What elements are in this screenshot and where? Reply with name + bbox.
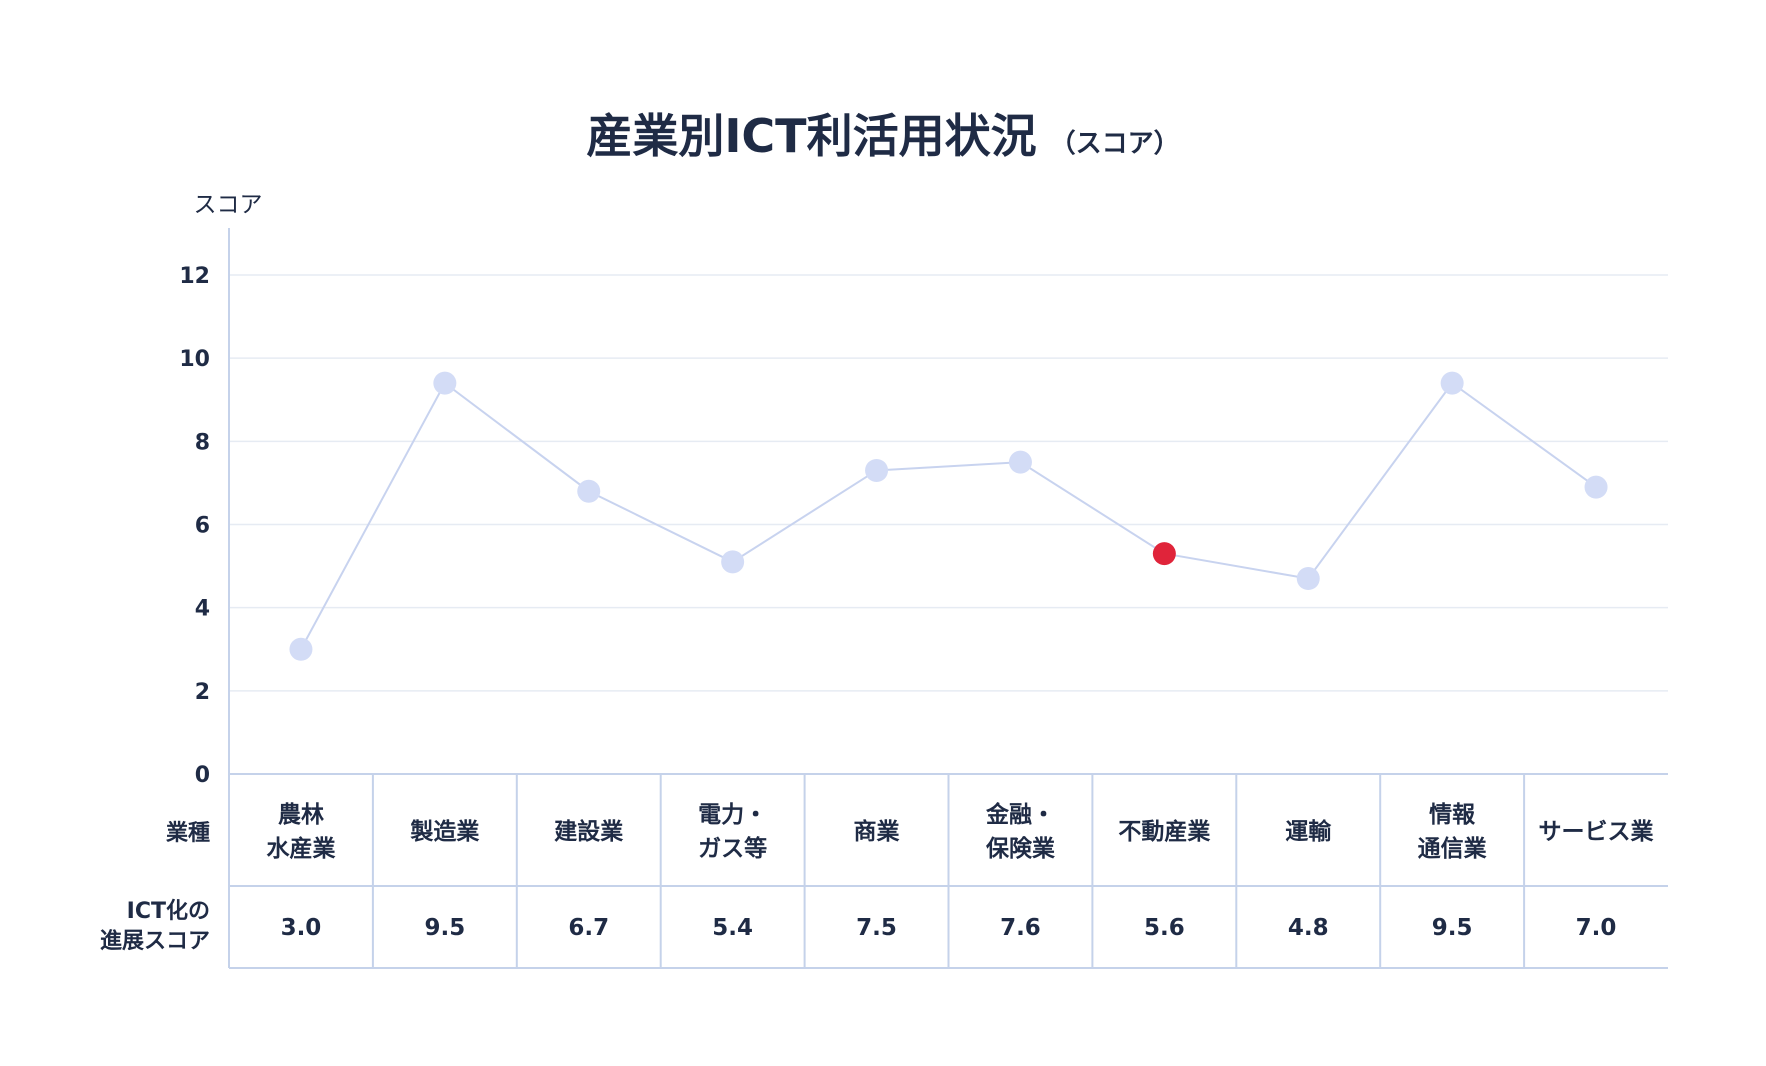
value-label: 7.6 <box>1000 915 1041 941</box>
y-tick-label: 10 <box>179 347 210 372</box>
category-label: 通信業 <box>1418 835 1488 862</box>
y-axis-ticks: 0 2 4 6 8 10 12 <box>179 264 210 788</box>
category-label: 商業 <box>854 818 901 845</box>
category-label-highlight: 不動産業 <box>1118 818 1211 845</box>
data-point <box>721 550 745 574</box>
value-label-highlight: 5.6 <box>1144 915 1185 941</box>
category-label: 運輸 <box>1285 818 1332 845</box>
value-row: 3.0 9.5 6.7 5.4 7.5 7.6 5.6 4.8 9.5 7.0 <box>281 915 1617 941</box>
y-tick-label: 4 <box>195 597 210 622</box>
series-line <box>300 381 1597 650</box>
series-line-group <box>300 381 1597 650</box>
value-label: 7.0 <box>1576 915 1617 941</box>
category-label: 金融・ <box>985 801 1055 828</box>
value-label: 7.5 <box>856 915 897 941</box>
data-point <box>289 637 313 661</box>
data-points <box>289 371 1608 661</box>
chart-title: 産業別ICT利活用状況 （スコア） <box>586 109 1179 163</box>
category-label: サービス業 <box>1539 818 1655 845</box>
y-axis-label: スコア <box>194 192 263 218</box>
data-point <box>1584 475 1608 499</box>
data-point <box>433 371 457 395</box>
value-label: 9.5 <box>424 915 465 941</box>
data-point <box>577 479 601 503</box>
category-label: 保険業 <box>985 835 1056 862</box>
value-row-header-line: ICT化の <box>127 898 210 924</box>
grid-lines <box>229 274 1668 692</box>
data-point-highlight <box>1152 542 1176 566</box>
y-tick-label: 0 <box>195 763 210 788</box>
value-row-header-line: 進展スコア <box>100 929 210 954</box>
data-point <box>1296 567 1320 591</box>
chart-title-suffix: （スコア） <box>1050 129 1180 159</box>
data-table-grid <box>228 228 1668 969</box>
category-label: 農林 <box>278 801 324 828</box>
category-row-header: 業種 <box>166 821 210 846</box>
y-tick-label: 12 <box>179 264 210 289</box>
value-label: 3.0 <box>281 915 322 941</box>
value-label: 9.5 <box>1432 915 1473 941</box>
value-label: 6.7 <box>568 915 609 941</box>
chart-title-main: 産業別ICT利活用状況 <box>586 109 1036 163</box>
category-label: 製造業 <box>409 818 480 845</box>
data-point <box>865 458 889 482</box>
category-label: 水産業 <box>266 835 336 862</box>
y-tick-label: 2 <box>195 680 210 705</box>
category-label: 建設業 <box>554 818 624 845</box>
data-point <box>1008 450 1032 474</box>
y-tick-label: 6 <box>195 514 210 539</box>
value-label: 4.8 <box>1288 915 1329 941</box>
value-label: 5.4 <box>712 915 753 941</box>
category-label: ガス等 <box>698 835 767 862</box>
value-row-header: ICT化の進展スコア <box>100 898 210 954</box>
y-tick-label: 8 <box>195 430 210 455</box>
data-point <box>1440 371 1464 395</box>
category-label: 情報 <box>1429 801 1476 828</box>
category-label: 電力・ <box>698 802 767 828</box>
